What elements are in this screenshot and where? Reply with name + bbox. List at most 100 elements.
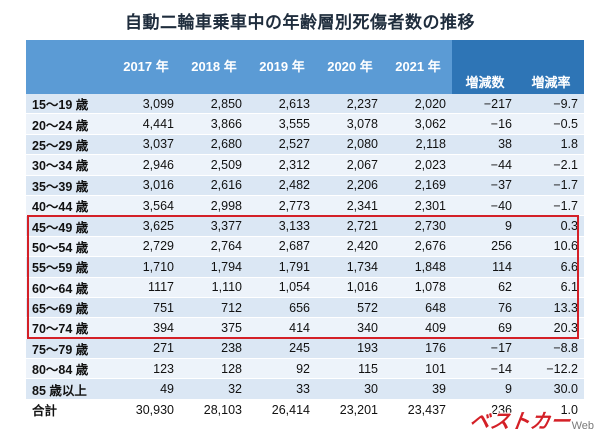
table-cell: 2,482: [248, 175, 316, 196]
table-cell: 2,023: [384, 154, 452, 176]
table-cell: 1,110: [180, 277, 248, 298]
table-cell: 92: [248, 358, 316, 380]
table-cell: 3,133: [248, 215, 316, 237]
table-cell: 69: [452, 317, 518, 339]
row-label: 55～59 歳: [26, 256, 112, 278]
table-row: 70～74 歳 394 375 414 340 409 69 20.3: [26, 317, 584, 339]
table-cell: 2,721: [316, 215, 384, 237]
table-cell: 2,616: [180, 175, 248, 196]
table-cell: −40: [452, 195, 518, 217]
table-cell: 656: [248, 297, 316, 319]
table-cell: 2,169: [384, 175, 452, 196]
table-row: 55～59 歳 1,710 1,794 1,791 1,734 1,848 114 6.6: [26, 256, 584, 278]
row-label: 80～84 歳: [26, 358, 112, 380]
chart-title: 自動二輪車乗車中の年齢層別死傷者数の推移: [125, 13, 475, 33]
table-row: 25～29 歳 3,037 2,680 2,527 2,080 2,118 38 1.8: [26, 134, 584, 156]
table-cell: 6.1: [518, 277, 584, 298]
table-row: 85 歳以上 49 32 33 30 39 9 30.0: [26, 378, 584, 400]
table-cell: 2,301: [384, 195, 452, 217]
row-label: 70～74 歳: [26, 317, 112, 339]
table-cell: 2,730: [384, 215, 452, 237]
table-cell: −1.7: [518, 175, 584, 196]
table-cell: −16: [452, 113, 518, 135]
table-cell: 28,103: [180, 399, 248, 421]
table-cell: 572: [316, 297, 384, 319]
header-blank: [26, 40, 112, 94]
table-cell: 3,555: [248, 113, 316, 135]
table-cell: 2,946: [112, 154, 180, 176]
table-cell: 3,037: [112, 134, 180, 156]
row-label: 60～64 歳: [26, 277, 112, 298]
table-cell: 256: [452, 236, 518, 258]
header-2019: 2019 年: [248, 40, 316, 94]
table-cell: 2,680: [180, 134, 248, 156]
table-cell: 2,509: [180, 154, 248, 176]
header-change-rate: 増減率: [518, 40, 584, 94]
table-cell: 13.3: [518, 297, 584, 319]
table-cell: 2,420: [316, 236, 384, 258]
table-cell: 9: [452, 215, 518, 237]
table-cell: −1.7: [518, 195, 584, 217]
table-cell: 3,078: [316, 113, 384, 135]
table-cell: 2,773: [248, 195, 316, 217]
header-change-count: 増減数: [452, 40, 518, 94]
table-row: 20～24 歳 4,441 3,866 3,555 3,078 3,062 −16 −0.5: [26, 113, 584, 135]
table-cell: −217: [452, 94, 518, 115]
table-cell: 2,341: [316, 195, 384, 217]
table-cell: 375: [180, 317, 248, 339]
table-cell: 123: [112, 358, 180, 380]
logo-suffix: Web: [571, 420, 594, 432]
table-cell: 712: [180, 297, 248, 319]
table-cell: 2,687: [248, 236, 316, 258]
table-cell: 23,201: [316, 399, 384, 421]
table-cell: 20.3: [518, 317, 584, 339]
table-cell: 3,625: [112, 215, 180, 237]
table-row: 65～69 歳 751 712 656 572 648 76 13.3: [26, 297, 584, 319]
table-cell: 2,850: [180, 94, 248, 115]
table-cell: 1,078: [384, 277, 452, 298]
table-cell: 10.6: [518, 236, 584, 258]
table-cell: 1117: [112, 277, 180, 298]
row-label: 15～19 歳: [26, 94, 112, 115]
table-row: 45～49 歳 3,625 3,377 3,133 2,721 2,730 9 0.3: [26, 215, 584, 237]
table-cell: 3,099: [112, 94, 180, 115]
table-cell: 3,564: [112, 195, 180, 217]
table-cell: 2,613: [248, 94, 316, 115]
table-cell: 39: [384, 378, 452, 400]
table-row: 15～19 歳 3,099 2,850 2,613 2,237 2,020 −217 −9.7: [26, 94, 584, 115]
table-cell: 3,866: [180, 113, 248, 135]
table-cell: 30,930: [112, 399, 180, 421]
table-cell: −0.5: [518, 113, 584, 135]
bestcar-logo: ベストカー Web: [468, 405, 594, 434]
table-cell: 2,237: [316, 94, 384, 115]
table-cell: 0.3: [518, 215, 584, 237]
table-cell: 128: [180, 358, 248, 380]
table-row: 60～64 歳 1117 1,110 1,054 1,016 1,078 62 6.1: [26, 277, 584, 298]
table-cell: 394: [112, 317, 180, 339]
table-row: 80～84 歳 123 128 92 115 101 −14 −12.2: [26, 358, 584, 380]
row-label: 合計: [26, 399, 112, 421]
row-label: 65～69 歳: [26, 297, 112, 319]
header-2020: 2020 年: [316, 40, 384, 94]
table-cell: 32: [180, 378, 248, 400]
table-cell: 38: [452, 134, 518, 156]
table-cell: 3,062: [384, 113, 452, 135]
table-cell: 2,118: [384, 134, 452, 156]
header-2017: 2017 年: [112, 40, 180, 94]
table-cell: 101: [384, 358, 452, 380]
table-cell: 1,016: [316, 277, 384, 298]
row-label: 50～54 歳: [26, 236, 112, 258]
row-label: 40～44 歳: [26, 195, 112, 217]
table-row: 35～39 歳 3,016 2,616 2,482 2,206 2,169 −37 −1.7: [26, 175, 584, 196]
table-cell: 2,080: [316, 134, 384, 156]
table-cell: 114: [452, 256, 518, 278]
casualty-table: 2017 年 2018 年 2019 年 2020 年 2021 年 増減数 増…: [26, 40, 584, 421]
table-cell: 49: [112, 378, 180, 400]
table-row: 30～34 歳 2,946 2,509 2,312 2,067 2,023 −44 −2.1: [26, 154, 584, 176]
table-cell: 1,054: [248, 277, 316, 298]
row-label: 20～24 歳: [26, 113, 112, 135]
table-cell: 4,441: [112, 113, 180, 135]
table-cell: 1,734: [316, 256, 384, 278]
table-cell: 30: [316, 378, 384, 400]
table-cell: 2,527: [248, 134, 316, 156]
